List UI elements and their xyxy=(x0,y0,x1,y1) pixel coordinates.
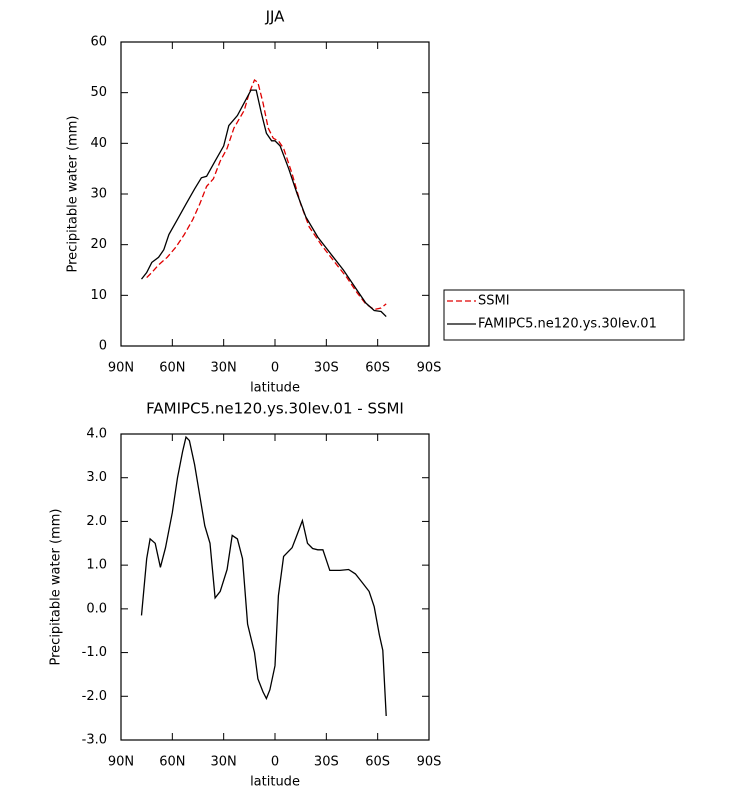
x-tick-label: 30S xyxy=(314,361,339,376)
y-tick-label: 50 xyxy=(90,85,107,100)
plot-frame xyxy=(120,433,430,741)
y-tick-label: 30 xyxy=(90,187,107,202)
chart-title: FAMIPC5.ne120.ys.30lev.01 - SSMI xyxy=(146,400,404,418)
data-line xyxy=(140,435,387,717)
y-tick-label: -1.0 xyxy=(82,645,107,660)
x-tick-label: 90S xyxy=(417,755,442,770)
y-tick-label: 3.0 xyxy=(86,470,107,485)
x-axis-label: latitude xyxy=(250,775,300,790)
legend-label: FAMIPC5.ne120.ys.30lev.01 xyxy=(478,317,657,332)
legend-box xyxy=(443,289,685,341)
y-tick-label: 60 xyxy=(90,35,107,50)
y-tick-label: 10 xyxy=(90,288,107,303)
y-axis-label: Precipitable water (mm) xyxy=(49,509,64,666)
y-tick-label: 0.0 xyxy=(86,601,107,616)
x-tick-label: 30N xyxy=(211,361,237,376)
data-line xyxy=(146,78,387,311)
y-tick-label: 1.0 xyxy=(86,558,107,573)
y-axis-label: Precipitable water (mm) xyxy=(66,116,81,273)
x-tick-label: 0 xyxy=(271,755,279,770)
plot-frame xyxy=(120,41,430,347)
legend-label: SSMI xyxy=(478,294,510,309)
y-tick-label: 0 xyxy=(99,339,107,354)
y-tick-label: 20 xyxy=(90,237,107,252)
x-tick-label: 30S xyxy=(314,755,339,770)
x-tick-label: 90N xyxy=(108,755,134,770)
x-tick-label: 0 xyxy=(271,361,279,376)
y-tick-label: 4.0 xyxy=(86,427,107,442)
y-tick-label: -2.0 xyxy=(82,689,107,704)
chart-title: JJA xyxy=(265,8,286,26)
y-tick-label: -3.0 xyxy=(82,733,107,748)
x-tick-label: 90N xyxy=(108,361,134,376)
x-tick-label: 60N xyxy=(159,361,185,376)
data-line xyxy=(140,89,387,318)
x-tick-label: 30N xyxy=(211,755,237,770)
y-tick-label: 40 xyxy=(90,136,107,151)
x-tick-label: 60N xyxy=(159,755,185,770)
x-tick-label: 60S xyxy=(365,755,390,770)
y-tick-label: 2.0 xyxy=(86,514,107,529)
x-tick-label: 90S xyxy=(417,361,442,376)
x-axis-label: latitude xyxy=(250,381,300,396)
x-tick-label: 60S xyxy=(365,361,390,376)
